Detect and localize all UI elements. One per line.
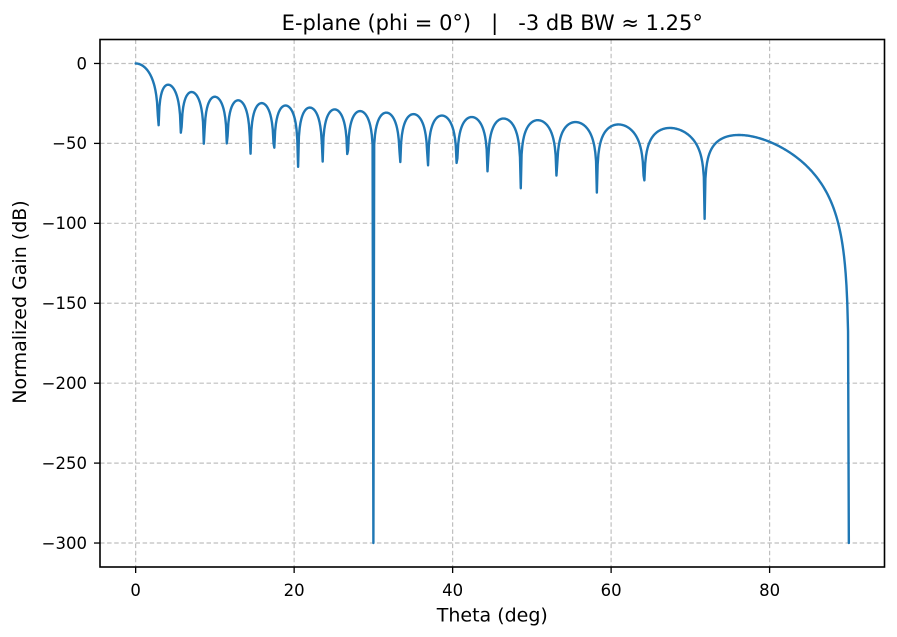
y-tick-label: −250 xyxy=(42,454,87,473)
x-tick-label: 60 xyxy=(601,581,622,600)
grid xyxy=(100,39,885,567)
y-tick-label: −50 xyxy=(52,134,87,153)
x-axis-label: Theta (deg) xyxy=(436,605,548,627)
x-tick-label: 0 xyxy=(130,581,141,600)
x-tick-label: 80 xyxy=(759,581,780,600)
y-tick-label: −200 xyxy=(42,374,87,393)
chart-title: E-plane (phi = 0°) | -3 dB BW ≈ 1.25° xyxy=(282,11,703,36)
series-layer xyxy=(134,62,851,545)
x-tick-label: 20 xyxy=(284,581,305,600)
x-tick-label: 40 xyxy=(442,581,463,600)
y-tick-label: 0 xyxy=(77,54,88,73)
y-tick-label: −150 xyxy=(42,294,87,313)
y-tick-label: −100 xyxy=(42,214,87,233)
gain-curve xyxy=(134,62,851,545)
axes-frame xyxy=(99,38,886,568)
axis-ticks: 0 20 40 60 80 0 −50 −100 −150 −200 −250 −300 xyxy=(42,54,780,600)
y-axis-label: Normalized Gain (dB) xyxy=(9,200,31,403)
y-tick-label: −300 xyxy=(42,534,87,553)
